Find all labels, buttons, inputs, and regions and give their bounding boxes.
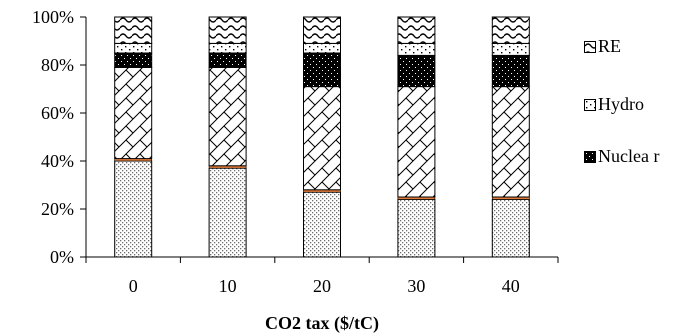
x-tick-label: 20 [313,276,331,296]
bar-segment-hydro-20 [303,42,341,54]
bar-segment-nuclear-0 [114,52,153,68]
bar-segment-re-40 [491,16,530,44]
bar-segment-s1-20 [303,191,341,258]
legend-label-hydro: Hydro [598,94,644,114]
bar-segment-nuclear-40 [491,54,530,88]
bar-segment-hydro-40 [491,42,530,56]
bar-segment-re-30 [397,16,436,44]
legend-swatch-nuclear [584,151,596,163]
legend-label-nuclear: Nuclea r [598,146,660,166]
bar-segment-s3-30 [397,86,436,198]
x-axis-ticks: 0 10 20 30 40 [85,257,559,296]
bar-segment-hydro-10 [208,42,247,54]
x-tick-label: 40 [502,276,520,296]
bar-segment-hydro-30 [397,42,436,56]
legend-item-hydro: Hydro [584,94,683,115]
bar-segment-nuclear-20 [303,52,341,88]
y-tick-label: 40% [41,151,74,171]
x-axis-title: CO2 tax ($/tC) [265,313,379,334]
legend-label-re: RE [598,36,622,56]
bar-segment-nuclear-30 [397,54,436,88]
y-tick-label: 80% [41,55,74,75]
bar-segment-s1-0 [114,160,153,258]
x-tick-label: 30 [407,276,425,296]
bar-segment-nuclear-10 [208,52,247,68]
x-tick-label: 10 [219,276,237,296]
y-axis-ticks: 0% 20% 40% 60% 80% 100% [32,7,86,267]
bar-segment-s3-40 [491,86,530,198]
bar-segment-hydro-0 [114,42,153,54]
legend-item-nuclear: Nuclea r [584,146,683,167]
bar-segment-s3-0 [114,66,153,160]
x-tick-label: 0 [129,276,138,296]
legend-item-re: RE [584,36,683,57]
bar-segment-s1-10 [208,167,247,258]
y-tick-label: 100% [32,7,74,27]
bars-layer [114,16,530,258]
legend-swatch-hydro [584,99,596,111]
y-tick-label: 0% [50,247,74,267]
bar-segment-s3-10 [208,66,247,167]
bar-segment-s1-30 [397,198,436,258]
y-tick-label: 20% [41,199,74,219]
bar-segment-s3-20 [303,86,341,191]
y-tick-label: 60% [41,103,74,123]
bar-segment-re-10 [208,16,247,44]
bar-segment-s1-40 [491,198,530,258]
bar-segment-re-0 [114,16,153,44]
legend-swatch-re [584,41,596,53]
bar-segment-re-20 [303,16,341,44]
